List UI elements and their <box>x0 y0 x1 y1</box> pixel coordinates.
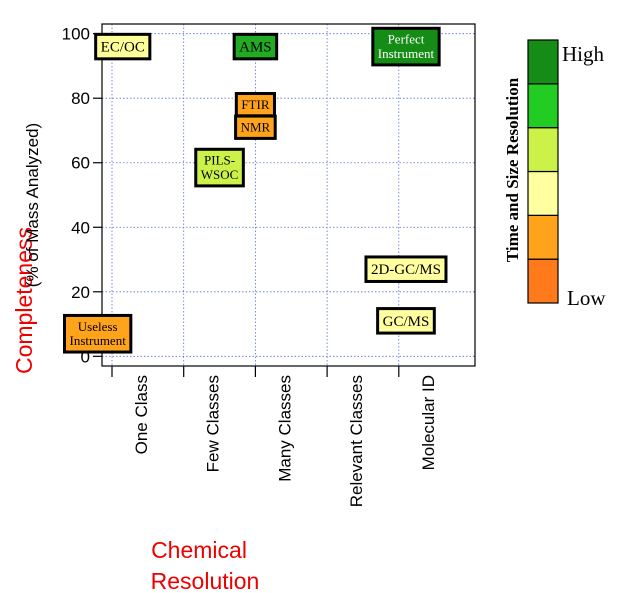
colorbar <box>527 39 559 304</box>
x-tick-label: Few Classes <box>204 375 223 472</box>
y-tick-label: 20 <box>71 283 90 302</box>
nmr-label: NMR <box>241 120 271 135</box>
y-tick-label: 100 <box>62 25 90 44</box>
ams-label: AMS <box>239 40 272 56</box>
x-tick-label: One Class <box>132 375 151 454</box>
gc-ms-label: GC/MS <box>383 314 430 330</box>
x-axis-title-line1: Chemical <box>151 537 247 563</box>
2d-gc-ms-label: 2D-GC/MS <box>371 262 441 278</box>
colorbar-segment <box>527 39 559 85</box>
colorbar-segment <box>527 214 559 260</box>
ec-oc-box-fill <box>94 32 152 61</box>
2d-gc-ms-box-fill <box>364 255 448 283</box>
plot-frame <box>101 23 476 367</box>
y-axis: 0 20 40 60 80 100 <box>62 25 102 366</box>
colorbar-low-label: Low <box>567 286 606 310</box>
ftir-label: FTIR <box>241 97 270 112</box>
x-tick-label: Molecular ID <box>419 375 438 470</box>
y-tick-label: 60 <box>71 154 90 173</box>
gc-ms-box-fill <box>376 307 436 335</box>
colorbar-segment <box>527 258 559 304</box>
pils-wsoc-box: PILS-WSOC <box>194 147 245 188</box>
2d-gc-ms-box: 2D-GC/MS <box>364 255 448 283</box>
y-axis-title-main: Completeness <box>11 227 37 374</box>
y-tick-label: 0 <box>81 347 90 366</box>
instrument-boxes: EC/OC AMSPerfectInstrumentFTIRNMRPILS-WSO… <box>62 26 448 354</box>
colorbar-segment <box>527 170 559 216</box>
perfect-instrument-label: Instrument <box>378 46 435 61</box>
useless-instrument-label: Useless <box>78 319 118 334</box>
pils-wsoc-box-fill <box>194 147 245 188</box>
x-axis: One Class Few Classes Many Classes Relevant… <box>111 366 438 507</box>
colorbar-segment <box>527 127 559 173</box>
x-tick-label: Many Classes <box>275 375 294 482</box>
y-axis-title-sub: (% of Mass Analyzed) <box>23 123 42 287</box>
colorbar-title: Time and Size Resolution <box>503 77 522 262</box>
pils-wsoc-label: PILS- <box>204 153 235 168</box>
x-tick-label: Relevant Classes <box>347 375 366 507</box>
ftir-box: FTIR <box>234 92 276 118</box>
useless-instrument-box-fill <box>62 313 133 354</box>
nmr-box: NMR <box>234 114 277 140</box>
y-tick-label: 80 <box>71 89 90 108</box>
nmr-box-fill <box>234 114 277 140</box>
colorbar-high-label: High <box>562 42 605 66</box>
ams-box-fill <box>232 32 279 61</box>
x-axis-title-line2: Resolution <box>151 568 260 593</box>
ams-box: AMS <box>232 32 279 61</box>
perfect-instrument-label: Perfect <box>388 32 425 47</box>
ec-oc-box: EC/OC <box>94 32 152 61</box>
useless-instrument-label: Instrument <box>69 333 126 348</box>
ec-oc-label: EC/OC <box>101 40 145 56</box>
gc-ms-box: GC/MS <box>376 307 436 335</box>
pils-wsoc-label: WSOC <box>201 167 239 182</box>
perfect-instrument-box-fill <box>371 26 441 67</box>
colorbar-segment <box>527 83 559 129</box>
y-tick-label: 40 <box>71 218 90 237</box>
